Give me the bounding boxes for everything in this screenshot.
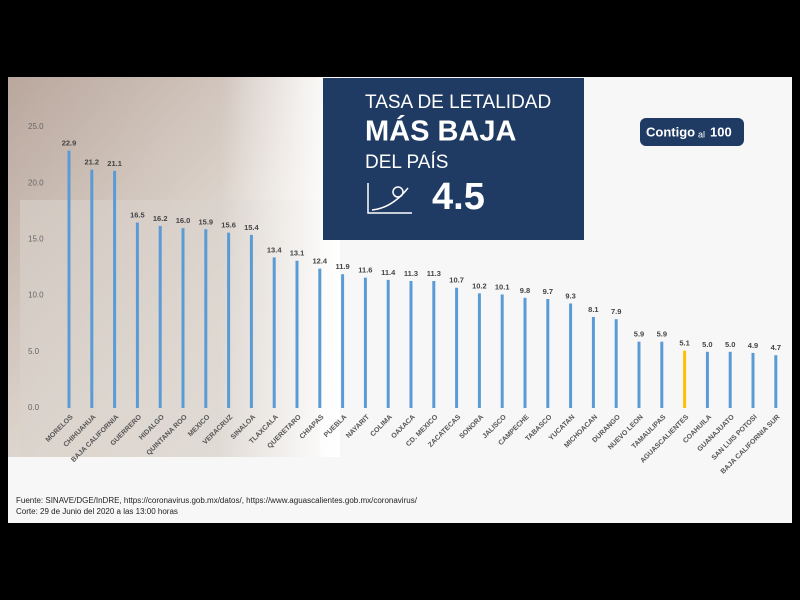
value-label: 7.9 <box>611 307 621 316</box>
y-tick-label: 25.0 <box>28 122 44 131</box>
bar <box>67 150 71 408</box>
bar <box>728 351 732 408</box>
bar <box>158 225 162 408</box>
bar <box>409 280 413 408</box>
bar <box>272 257 276 408</box>
bar <box>386 279 390 408</box>
headline-value: 4.5 <box>432 176 485 218</box>
bar <box>341 274 345 408</box>
value-label: 8.1 <box>588 305 598 314</box>
value-label: 22.9 <box>62 139 77 148</box>
value-label: 15.6 <box>221 221 236 230</box>
bar <box>181 228 185 408</box>
value-label: 16.0 <box>176 216 191 225</box>
bar <box>774 355 778 408</box>
bar <box>113 170 117 408</box>
value-label: 11.4 <box>381 268 396 277</box>
value-label: 10.1 <box>495 282 510 291</box>
bar <box>751 352 755 408</box>
bar <box>477 293 481 408</box>
value-label: 4.9 <box>748 341 758 350</box>
value-label: 9.7 <box>543 287 553 296</box>
bar <box>523 297 527 408</box>
source: Fuente: SINAVE/DGE/InDRE, https://corona… <box>16 496 418 505</box>
value-label: 5.0 <box>702 340 712 349</box>
bar <box>363 277 367 408</box>
bar <box>500 294 504 408</box>
logo <box>640 118 744 146</box>
value-label: 12.4 <box>312 257 327 266</box>
value-label: 4.7 <box>771 343 781 352</box>
bar <box>637 341 641 408</box>
value-label: 15.4 <box>244 223 259 232</box>
bar <box>569 303 573 408</box>
bar <box>249 234 253 408</box>
bar <box>705 351 709 408</box>
value-label: 5.0 <box>725 340 735 349</box>
chart-icon <box>367 183 412 214</box>
y-tick-label: 10.0 <box>28 291 44 300</box>
logo-text: 100 <box>710 124 732 139</box>
y-tick-label: 20.0 <box>28 178 44 187</box>
bar <box>227 232 231 408</box>
value-label: 11.6 <box>358 266 372 275</box>
bar <box>90 169 94 408</box>
bar <box>135 222 139 408</box>
y-tick-label: 0.0 <box>28 403 40 412</box>
y-tick-label: 15.0 <box>28 235 44 244</box>
bar <box>318 268 322 408</box>
y-tick-label: 5.0 <box>28 347 40 356</box>
headline-box <box>323 78 584 240</box>
value-label: 11.3 <box>404 269 418 278</box>
bar <box>591 316 595 408</box>
value-label: 10.2 <box>472 281 487 290</box>
bar <box>660 341 664 408</box>
bar <box>614 319 618 408</box>
value-label: 9.3 <box>565 291 575 300</box>
cutoff: Corte: 29 de Junio del 2020 a las 13:00 … <box>16 507 178 516</box>
value-label: 9.8 <box>520 286 530 295</box>
logo-text: al <box>698 129 705 139</box>
headline-line: DEL PAÍS <box>365 152 448 173</box>
headline-line: TASA DE LETALIDAD <box>365 92 551 113</box>
bar <box>455 287 459 408</box>
value-label: 13.4 <box>267 245 282 254</box>
bar <box>432 280 436 408</box>
value-label: 5.9 <box>634 330 644 339</box>
photo-fade <box>220 77 340 457</box>
value-label: 15.9 <box>198 217 213 226</box>
value-label: 21.2 <box>84 158 99 167</box>
headline-line: MÁS BAJA <box>365 114 517 148</box>
logo-text: Contigo <box>646 124 695 139</box>
value-label: 11.3 <box>427 269 441 278</box>
value-label: 5.1 <box>679 339 689 348</box>
bar <box>546 298 550 408</box>
value-label: 21.1 <box>107 159 122 168</box>
value-label: 13.1 <box>290 249 305 258</box>
value-label: 11.9 <box>336 262 350 271</box>
bar <box>295 260 299 408</box>
value-label: 5.9 <box>657 330 667 339</box>
bar <box>204 229 208 408</box>
value-label: 10.7 <box>449 276 464 285</box>
value-label: 16.5 <box>130 211 145 220</box>
bar <box>683 350 687 408</box>
value-label: 16.2 <box>153 214 168 223</box>
